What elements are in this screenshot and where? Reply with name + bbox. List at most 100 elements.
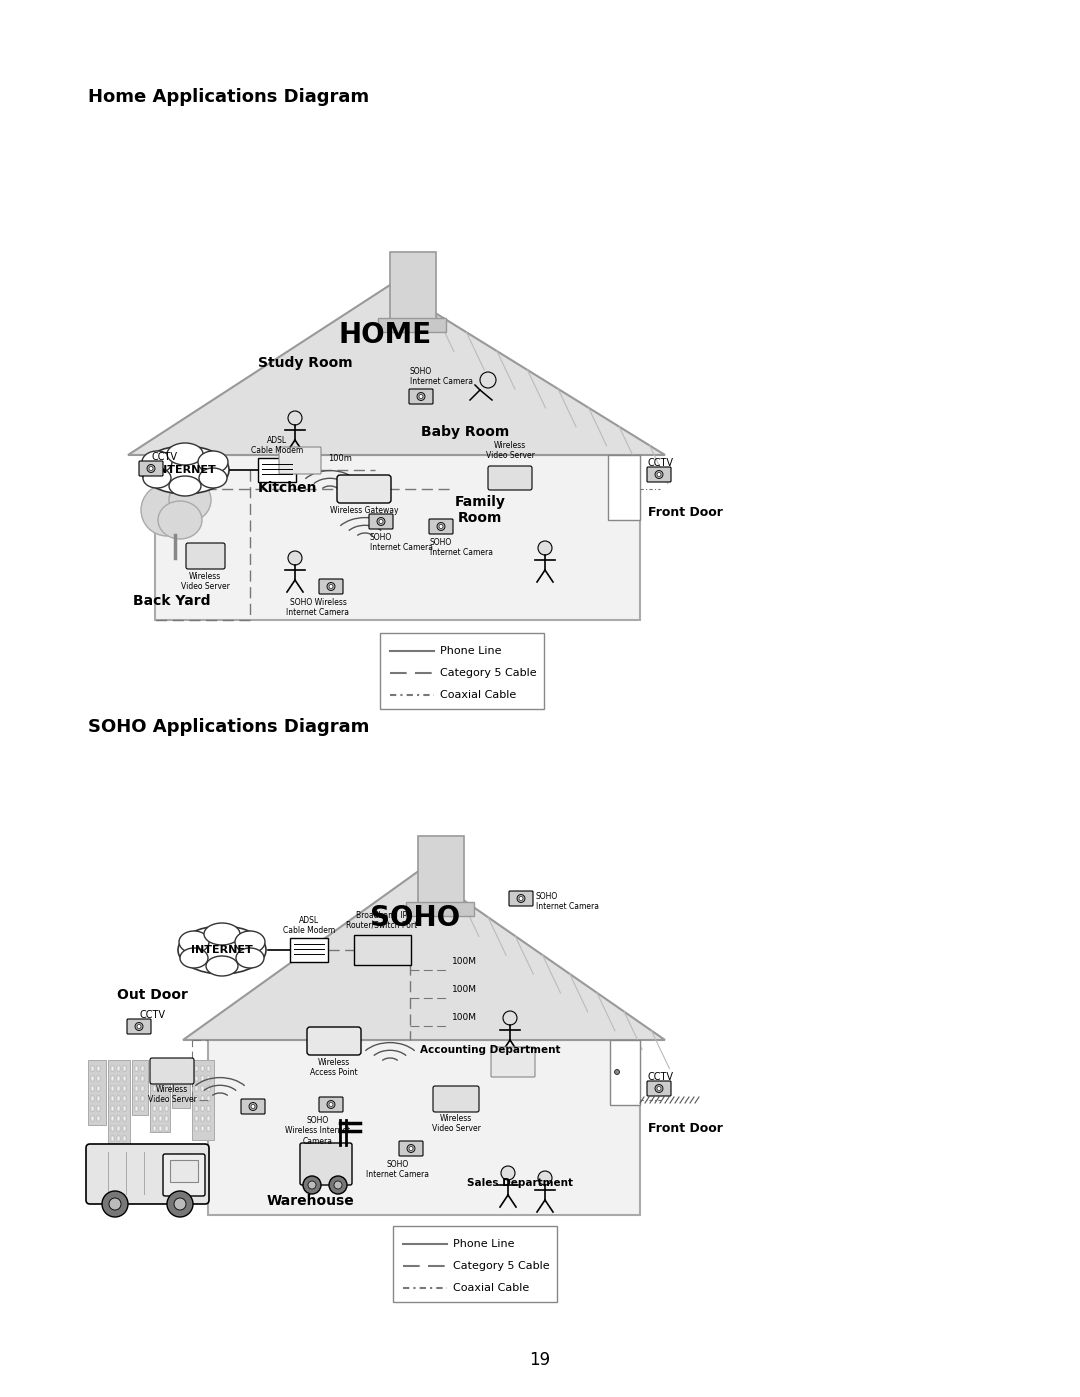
Text: CCTV: CCTV: [139, 1010, 165, 1020]
Ellipse shape: [174, 1199, 186, 1210]
FancyBboxPatch shape: [207, 1066, 210, 1071]
Ellipse shape: [235, 930, 265, 953]
Text: ADSL
Cable Modem: ADSL Cable Modem: [251, 436, 303, 455]
Ellipse shape: [519, 897, 523, 901]
FancyBboxPatch shape: [207, 1106, 210, 1111]
FancyBboxPatch shape: [201, 1106, 204, 1111]
FancyBboxPatch shape: [163, 1154, 205, 1196]
FancyBboxPatch shape: [111, 1106, 114, 1111]
Text: Front Door: Front Door: [648, 506, 723, 518]
FancyBboxPatch shape: [181, 1097, 184, 1101]
FancyBboxPatch shape: [186, 543, 225, 569]
FancyBboxPatch shape: [165, 1097, 168, 1101]
Ellipse shape: [329, 1176, 347, 1194]
FancyBboxPatch shape: [153, 1085, 156, 1091]
FancyBboxPatch shape: [165, 1126, 168, 1132]
Text: CCTV: CCTV: [152, 453, 178, 462]
FancyBboxPatch shape: [153, 1126, 156, 1132]
FancyBboxPatch shape: [111, 1076, 114, 1081]
Ellipse shape: [178, 926, 266, 974]
FancyBboxPatch shape: [127, 1018, 151, 1034]
Text: Sales Department: Sales Department: [467, 1178, 573, 1187]
FancyBboxPatch shape: [258, 458, 296, 482]
FancyBboxPatch shape: [159, 1076, 162, 1081]
FancyBboxPatch shape: [153, 1097, 156, 1101]
Text: ADSL
Cable Modem: ADSL Cable Modem: [283, 915, 335, 935]
FancyBboxPatch shape: [207, 1085, 210, 1091]
Text: CCTV: CCTV: [648, 1071, 674, 1083]
Text: Category 5 Cable: Category 5 Cable: [440, 668, 537, 678]
Text: Wireless
Access Point: Wireless Access Point: [310, 1058, 357, 1077]
Text: HOME: HOME: [338, 321, 432, 349]
FancyBboxPatch shape: [117, 1116, 120, 1120]
Text: Wireless
Video Server: Wireless Video Server: [180, 571, 229, 591]
Text: Category 5 Cable: Category 5 Cable: [453, 1261, 550, 1271]
FancyBboxPatch shape: [111, 1085, 114, 1091]
FancyBboxPatch shape: [159, 1126, 162, 1132]
FancyBboxPatch shape: [117, 1076, 120, 1081]
FancyBboxPatch shape: [159, 1116, 162, 1120]
Text: Coaxial Cable: Coaxial Cable: [453, 1282, 529, 1294]
Ellipse shape: [538, 541, 552, 555]
FancyBboxPatch shape: [135, 1106, 138, 1111]
FancyBboxPatch shape: [181, 1085, 184, 1091]
FancyBboxPatch shape: [141, 1076, 144, 1081]
Ellipse shape: [167, 1192, 193, 1217]
Ellipse shape: [288, 411, 302, 425]
Ellipse shape: [249, 1102, 257, 1111]
Ellipse shape: [180, 949, 208, 968]
FancyBboxPatch shape: [165, 1106, 168, 1111]
Text: Coaxial Cable: Coaxial Cable: [440, 690, 516, 700]
FancyBboxPatch shape: [111, 1066, 114, 1071]
Text: Warehouse: Warehouse: [266, 1194, 354, 1208]
FancyBboxPatch shape: [165, 1076, 168, 1081]
FancyBboxPatch shape: [418, 835, 464, 908]
Ellipse shape: [303, 1176, 321, 1194]
FancyBboxPatch shape: [123, 1085, 126, 1091]
FancyBboxPatch shape: [319, 1097, 343, 1112]
Text: SOHO: SOHO: [370, 904, 460, 932]
FancyBboxPatch shape: [97, 1066, 100, 1071]
Text: 100m: 100m: [328, 454, 352, 462]
Text: Wireless
Video Server: Wireless Video Server: [432, 1113, 481, 1133]
FancyBboxPatch shape: [390, 251, 436, 324]
FancyBboxPatch shape: [139, 461, 163, 476]
FancyBboxPatch shape: [337, 475, 391, 503]
FancyBboxPatch shape: [141, 1106, 144, 1111]
FancyBboxPatch shape: [488, 467, 532, 490]
FancyBboxPatch shape: [207, 1076, 210, 1081]
FancyBboxPatch shape: [201, 1126, 204, 1132]
FancyBboxPatch shape: [91, 1097, 94, 1101]
Ellipse shape: [334, 1180, 342, 1189]
FancyBboxPatch shape: [123, 1076, 126, 1081]
Text: SOHO
Internet Camera: SOHO Internet Camera: [370, 534, 433, 552]
FancyBboxPatch shape: [399, 1141, 423, 1155]
FancyBboxPatch shape: [170, 1160, 198, 1182]
FancyBboxPatch shape: [141, 1066, 144, 1071]
Text: INTERNET: INTERNET: [154, 465, 216, 475]
Text: Wireless
Video Server: Wireless Video Server: [148, 1085, 197, 1105]
FancyBboxPatch shape: [207, 1126, 210, 1132]
Text: SOHO
Internet Camera: SOHO Internet Camera: [366, 1160, 430, 1179]
FancyBboxPatch shape: [378, 319, 446, 332]
FancyBboxPatch shape: [91, 1066, 94, 1071]
FancyBboxPatch shape: [132, 1060, 148, 1115]
FancyBboxPatch shape: [647, 467, 671, 482]
FancyBboxPatch shape: [380, 633, 544, 710]
FancyBboxPatch shape: [141, 1085, 144, 1091]
Text: 19: 19: [529, 1351, 551, 1369]
FancyBboxPatch shape: [91, 1085, 94, 1091]
FancyBboxPatch shape: [201, 1097, 204, 1101]
Ellipse shape: [327, 583, 335, 591]
Ellipse shape: [517, 894, 525, 902]
Ellipse shape: [501, 1166, 515, 1180]
FancyBboxPatch shape: [159, 1097, 162, 1101]
Text: Front Door: Front Door: [648, 1122, 723, 1134]
FancyBboxPatch shape: [123, 1116, 126, 1120]
FancyBboxPatch shape: [141, 1097, 144, 1101]
Ellipse shape: [198, 451, 228, 474]
Text: SOHO
Wireless Internet
Camera: SOHO Wireless Internet Camera: [285, 1116, 351, 1146]
Ellipse shape: [251, 1105, 255, 1108]
FancyBboxPatch shape: [153, 1066, 156, 1071]
Text: Back Yard: Back Yard: [133, 594, 211, 608]
